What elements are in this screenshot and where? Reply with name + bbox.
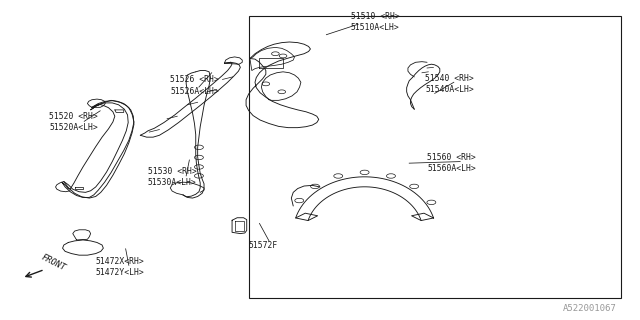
Text: 51520 <RH>
51520A<LH>: 51520 <RH> 51520A<LH> [49,112,98,132]
Text: 51472X<RH>
51472Y<LH>: 51472X<RH> 51472Y<LH> [96,257,145,277]
Text: 51560 <RH>
51560A<LH>: 51560 <RH> 51560A<LH> [427,153,476,173]
Text: 51540 <RH>
51540A<LH>: 51540 <RH> 51540A<LH> [425,74,474,94]
Text: 51572F: 51572F [248,241,278,250]
Text: 51526 <RH>
51526A<LH>: 51526 <RH> 51526A<LH> [170,76,219,95]
Text: A522001067: A522001067 [563,304,616,313]
Text: FRONT: FRONT [40,253,67,273]
Bar [248,16,621,298]
Text: 51530 <RH>
51530A<LH>: 51530 <RH> 51530A<LH> [148,167,196,188]
Text: 51510 <RH>
51510A<LH>: 51510 <RH> 51510A<LH> [351,12,399,32]
